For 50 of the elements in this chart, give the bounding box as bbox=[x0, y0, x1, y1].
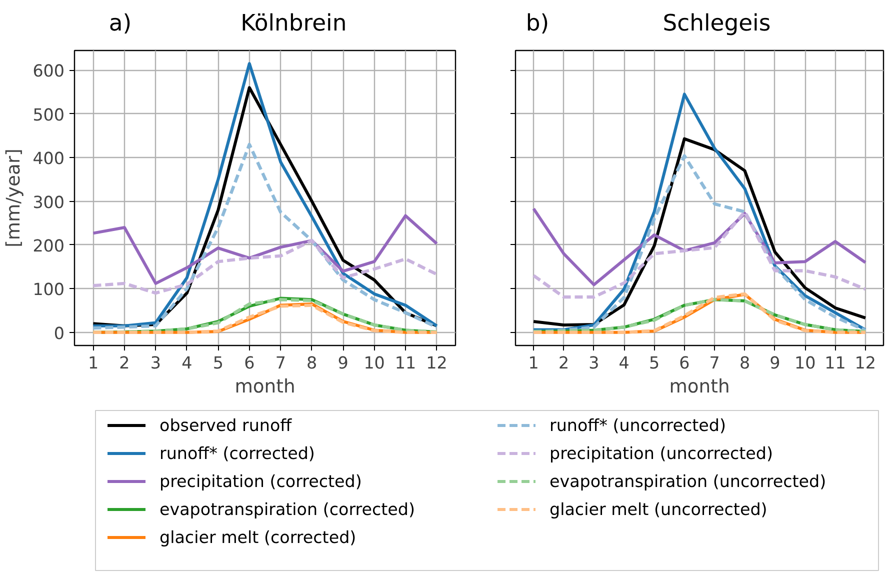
y-tick-label: 400 bbox=[32, 149, 65, 168]
text: b) bbox=[526, 10, 550, 37]
x-tick-label: 5 bbox=[212, 354, 224, 372]
x-tick-label: 10 bbox=[794, 354, 816, 372]
y-tick-label: 0 bbox=[54, 324, 65, 343]
x-tick-label: 1 bbox=[528, 354, 539, 372]
line-series bbox=[92, 214, 438, 285]
text: a) bbox=[108, 10, 132, 37]
x-tick-label: 4 bbox=[618, 354, 630, 372]
legend-label: runoff* (corrected) bbox=[160, 444, 315, 463]
x-tick-label: 2 bbox=[558, 354, 570, 372]
line-series bbox=[92, 239, 438, 295]
x-tick-label: 11 bbox=[394, 354, 416, 372]
x-tick-label: 8 bbox=[306, 354, 318, 372]
x-tick-label: 1 bbox=[88, 354, 99, 372]
line-series bbox=[92, 142, 438, 330]
x-tick-label: 3 bbox=[588, 354, 600, 372]
x-tick-label: 9 bbox=[770, 354, 780, 372]
x-tick-label: 3 bbox=[150, 354, 162, 372]
y-tick-label: 200 bbox=[32, 236, 65, 256]
x-tick-label: 7 bbox=[275, 354, 286, 372]
y-axis-title: [mm/year] bbox=[4, 148, 25, 248]
x-tick-label: 11 bbox=[824, 354, 846, 372]
legend-label: precipitation (uncorrected) bbox=[550, 444, 773, 463]
x-tick-label: 7 bbox=[709, 354, 720, 372]
x-tick-label: 8 bbox=[739, 354, 750, 372]
y-tick-label: 300 bbox=[32, 192, 65, 212]
x-tick-label: 2 bbox=[119, 354, 130, 372]
legend-label: runoff* (uncorrected) bbox=[550, 416, 726, 435]
x-tick-label: 6 bbox=[679, 354, 690, 372]
y-tick-label: 100 bbox=[32, 280, 65, 300]
x-axis-title: month bbox=[234, 376, 296, 398]
x-tick-label: 9 bbox=[338, 354, 348, 372]
legend-label: precipitation (corrected) bbox=[160, 472, 362, 491]
x-tick-label: 10 bbox=[364, 354, 385, 372]
legend-label: evapotranspiration (uncorrected) bbox=[550, 472, 826, 491]
x-tick-label: 5 bbox=[648, 354, 660, 372]
x-tick-label: 6 bbox=[244, 354, 255, 372]
y-tick-label: 600 bbox=[32, 62, 65, 81]
legend-label: observed runoff bbox=[160, 416, 292, 435]
x-axis-title: month bbox=[669, 376, 730, 398]
legend-label: evapotranspiration (corrected) bbox=[160, 500, 415, 519]
x-tick-label: 4 bbox=[182, 354, 192, 372]
legend-label: glacier melt (uncorrected) bbox=[550, 500, 768, 519]
chart-title: Kölnbrein bbox=[240, 10, 347, 37]
legend-label: glacier melt (corrected) bbox=[160, 528, 356, 547]
x-tick-label: 12 bbox=[854, 354, 876, 372]
chart-title: Schlegeis bbox=[662, 10, 771, 37]
x-tick-label: 12 bbox=[426, 354, 448, 372]
y-tick-label: 500 bbox=[32, 105, 65, 124]
